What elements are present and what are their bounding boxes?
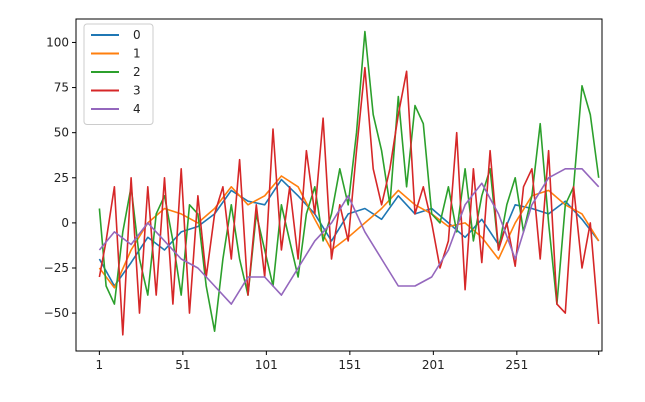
- legend-label-4: 4: [133, 102, 141, 116]
- legend-label-3: 3: [133, 84, 141, 98]
- x-tick-label: 51: [175, 358, 190, 372]
- x-tick-label: 151: [338, 358, 361, 372]
- legend-label-2: 2: [133, 65, 141, 79]
- legend: 0 1 2 3 4: [83, 23, 154, 125]
- x-tick-label: 101: [255, 358, 278, 372]
- plot-frame: [75, 18, 603, 352]
- legend-label-0: 0: [133, 28, 141, 42]
- y-tick-label: −50: [44, 306, 69, 320]
- series-layer: [98, 30, 600, 336]
- series-line-2: [98, 30, 600, 333]
- legend-label-1: 1: [133, 47, 141, 61]
- x-axis: 1 51 101 151 201 251: [96, 351, 600, 372]
- series-line-4: [98, 168, 600, 305]
- y-tick-label: 0: [61, 216, 69, 230]
- x-tick-label: 251: [505, 358, 528, 372]
- y-tick-label: 100: [46, 35, 69, 49]
- legend-box: [83, 23, 154, 125]
- y-tick-label: 50: [54, 126, 69, 140]
- y-tick-label: −25: [44, 261, 69, 275]
- series-line-3: [98, 66, 600, 336]
- y-tick-label: 25: [54, 171, 69, 185]
- y-axis: 100 75 50 25 0 −25 −50: [44, 35, 76, 320]
- series-line-0: [98, 178, 600, 287]
- x-tick-label: 1: [96, 358, 104, 372]
- x-tick-label: 201: [422, 358, 445, 372]
- y-tick-label: 75: [54, 81, 69, 95]
